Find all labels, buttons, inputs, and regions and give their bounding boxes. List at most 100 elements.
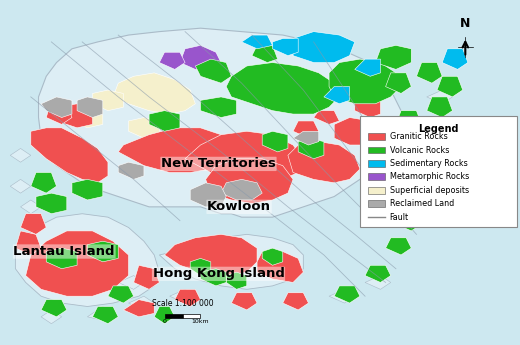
Polygon shape [16, 214, 159, 306]
Polygon shape [334, 118, 375, 145]
Polygon shape [262, 131, 288, 152]
Text: 0: 0 [163, 319, 166, 324]
FancyBboxPatch shape [360, 116, 517, 227]
Bar [368, 147, 385, 154]
Polygon shape [396, 214, 422, 231]
Polygon shape [154, 306, 175, 324]
Polygon shape [293, 121, 319, 138]
Polygon shape [226, 62, 340, 114]
Polygon shape [221, 179, 262, 200]
Text: Fault: Fault [389, 213, 409, 221]
Polygon shape [185, 131, 303, 183]
Text: 10km: 10km [192, 319, 210, 324]
Text: Legend: Legend [418, 124, 459, 134]
Text: Granitic Rocks: Granitic Rocks [389, 132, 448, 141]
Polygon shape [288, 141, 360, 183]
Text: Volcanic Rocks: Volcanic Rocks [389, 146, 449, 155]
Polygon shape [365, 276, 391, 289]
Polygon shape [427, 90, 452, 104]
Text: Lantau Island: Lantau Island [14, 245, 115, 258]
Polygon shape [242, 35, 272, 49]
Polygon shape [108, 286, 134, 303]
Polygon shape [41, 97, 72, 118]
Polygon shape [314, 111, 340, 125]
Polygon shape [123, 300, 154, 317]
Polygon shape [201, 269, 226, 286]
Polygon shape [46, 100, 72, 125]
Polygon shape [231, 293, 257, 310]
Polygon shape [118, 276, 144, 289]
Polygon shape [272, 39, 298, 56]
Polygon shape [190, 183, 226, 207]
Polygon shape [386, 238, 411, 255]
Text: Sedimentary Rocks: Sedimentary Rocks [389, 159, 467, 168]
Polygon shape [437, 76, 463, 97]
Text: N: N [460, 17, 471, 30]
Polygon shape [334, 286, 360, 303]
Polygon shape [329, 289, 355, 303]
Bar [368, 200, 385, 207]
Polygon shape [365, 265, 391, 283]
Text: Hong Kong Island: Hong Kong Island [152, 267, 284, 280]
Polygon shape [93, 90, 123, 111]
Polygon shape [20, 200, 41, 214]
Polygon shape [38, 28, 417, 217]
Bar [164, 314, 183, 317]
Polygon shape [324, 87, 349, 104]
Polygon shape [355, 59, 381, 76]
Bar [183, 314, 201, 317]
Polygon shape [16, 231, 41, 255]
Polygon shape [159, 234, 303, 289]
Polygon shape [396, 111, 422, 131]
Polygon shape [31, 128, 108, 183]
Polygon shape [180, 45, 221, 69]
Bar [368, 160, 385, 167]
Polygon shape [72, 107, 103, 128]
Polygon shape [458, 159, 483, 172]
Polygon shape [298, 138, 324, 159]
Polygon shape [262, 248, 283, 265]
Polygon shape [164, 234, 257, 276]
Text: New Territories: New Territories [161, 157, 276, 170]
Polygon shape [442, 49, 468, 69]
Polygon shape [293, 131, 319, 145]
Polygon shape [41, 300, 67, 317]
Polygon shape [411, 186, 437, 207]
Polygon shape [437, 125, 463, 138]
Polygon shape [170, 289, 196, 303]
Bar [368, 174, 385, 180]
Polygon shape [10, 179, 31, 193]
Polygon shape [252, 45, 278, 62]
Polygon shape [386, 73, 411, 93]
Polygon shape [31, 172, 57, 193]
Polygon shape [375, 128, 417, 159]
Polygon shape [201, 97, 237, 118]
Polygon shape [417, 62, 442, 83]
Polygon shape [25, 231, 128, 296]
Polygon shape [93, 306, 118, 324]
Polygon shape [159, 52, 185, 69]
Bar [368, 133, 385, 140]
Polygon shape [226, 272, 247, 289]
Text: Scale 1:100 000: Scale 1:100 000 [152, 299, 213, 308]
Polygon shape [87, 306, 113, 320]
Polygon shape [427, 97, 452, 118]
Polygon shape [283, 293, 308, 310]
Polygon shape [118, 162, 144, 179]
Polygon shape [355, 97, 381, 118]
Text: Superficial deposits: Superficial deposits [389, 186, 469, 195]
Polygon shape [77, 97, 103, 118]
Text: Kowloon: Kowloon [207, 200, 271, 213]
Polygon shape [190, 258, 211, 276]
Polygon shape [417, 166, 442, 186]
Polygon shape [329, 59, 401, 104]
Polygon shape [41, 310, 62, 324]
Polygon shape [205, 159, 293, 204]
Bar [368, 187, 385, 194]
Polygon shape [128, 118, 159, 138]
Polygon shape [375, 45, 411, 69]
Polygon shape [20, 214, 46, 234]
Polygon shape [36, 193, 67, 214]
Text: Reclaimed Land: Reclaimed Land [389, 199, 454, 208]
Text: Metamorphic Rocks: Metamorphic Rocks [389, 172, 469, 181]
